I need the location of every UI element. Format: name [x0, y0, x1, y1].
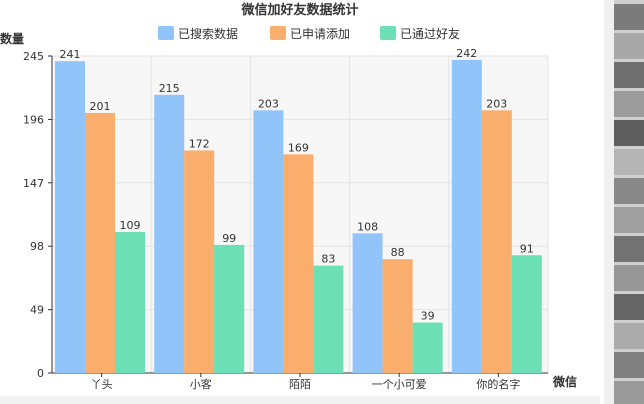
image-thumbnail[interactable]	[614, 178, 644, 204]
x-tick-label: 小客	[190, 377, 212, 391]
x-tick-label: 你的名字	[476, 377, 520, 391]
legend-swatch	[158, 26, 174, 40]
image-thumbnail[interactable]	[614, 4, 644, 30]
data-label: 91	[520, 242, 534, 255]
chart-title: 微信加好友数据统计	[240, 2, 358, 18]
data-label: 169	[288, 141, 309, 154]
image-thumbnail[interactable]	[614, 265, 644, 291]
x-axis-ticks: 丫头 小客 陌陌 一个小可爱 你的名字	[91, 373, 520, 391]
bar	[115, 231, 145, 373]
image-thumbnail[interactable]	[614, 91, 644, 117]
chart-panel: 微信加好友数据统计 数量 微信 已搜索数据 已申请添加 已通过好友 0 49 98 147…	[0, 2, 578, 391]
data-label: 241	[60, 48, 81, 61]
y-axis-label: 数量	[0, 31, 24, 46]
data-label: 172	[189, 137, 210, 150]
bar	[352, 233, 383, 373]
bar	[283, 154, 314, 373]
data-label: 99	[222, 232, 236, 245]
data-label: 88	[391, 246, 405, 259]
image-thumbnail-column[interactable]	[614, 0, 644, 404]
bottom-bar	[0, 396, 600, 404]
bar	[253, 110, 284, 373]
bar	[313, 265, 344, 373]
image-thumbnail[interactable]	[614, 294, 644, 320]
image-thumbnail[interactable]	[614, 62, 644, 88]
x-tick-label: 一个小可爱	[372, 378, 427, 391]
legend-label: 已搜索数据	[178, 26, 238, 41]
data-label: 203	[486, 97, 507, 110]
bar	[214, 244, 245, 373]
data-label: 242	[456, 47, 477, 60]
bar	[412, 322, 443, 373]
y-tick-label: 147	[23, 177, 44, 190]
y-tick-label: 245	[23, 50, 44, 63]
data-label: 201	[90, 100, 111, 113]
bars	[55, 59, 542, 374]
bar	[511, 255, 542, 373]
image-thumbnail[interactable]	[614, 352, 644, 378]
legend-swatch	[270, 26, 286, 40]
image-thumbnail[interactable]	[614, 120, 644, 146]
bar	[451, 59, 482, 374]
data-label: 108	[357, 220, 378, 233]
y-tick-label: 196	[23, 113, 44, 126]
data-label: 215	[159, 82, 180, 95]
bar	[382, 259, 413, 373]
y-tick-label: 98	[30, 240, 44, 253]
bar	[85, 112, 115, 374]
image-thumbnail[interactable]	[614, 33, 644, 59]
bar	[55, 61, 85, 374]
legend-label: 已申请添加	[290, 27, 350, 41]
x-tick-label: 丫头	[91, 378, 113, 391]
y-tick-label: 49	[30, 304, 44, 317]
bar	[481, 110, 512, 373]
data-label: 109	[120, 219, 141, 232]
legend-swatch	[380, 26, 396, 40]
image-thumbnail[interactable]	[614, 381, 644, 404]
legend: 已搜索数据 已申请添加 已通过好友	[158, 26, 460, 41]
x-axis-label: 微信	[552, 374, 577, 389]
image-thumbnail[interactable]	[614, 323, 644, 349]
bar	[154, 94, 185, 373]
x-tick-label: 陌陌	[289, 378, 311, 391]
legend-label: 已通过好友	[400, 27, 460, 41]
bar-chart: 微信加好友数据统计 数量 微信 已搜索数据 已申请添加 已通过好友 0 49 98 147…	[0, 2, 577, 391]
y-tick-label: 0	[37, 367, 44, 380]
data-label: 203	[258, 97, 279, 110]
image-thumbnail[interactable]	[614, 207, 644, 233]
data-labels: 241 201 109 215 172 99 203 169 83 108 88 39 242 203 91	[60, 47, 534, 323]
image-thumbnail[interactable]	[614, 149, 644, 175]
data-label: 83	[321, 253, 335, 266]
image-thumbnail[interactable]	[614, 236, 644, 262]
y-axis-ticks: 0 49 98 147 196 245	[23, 50, 52, 380]
bar	[184, 150, 215, 373]
data-label: 39	[421, 310, 435, 323]
